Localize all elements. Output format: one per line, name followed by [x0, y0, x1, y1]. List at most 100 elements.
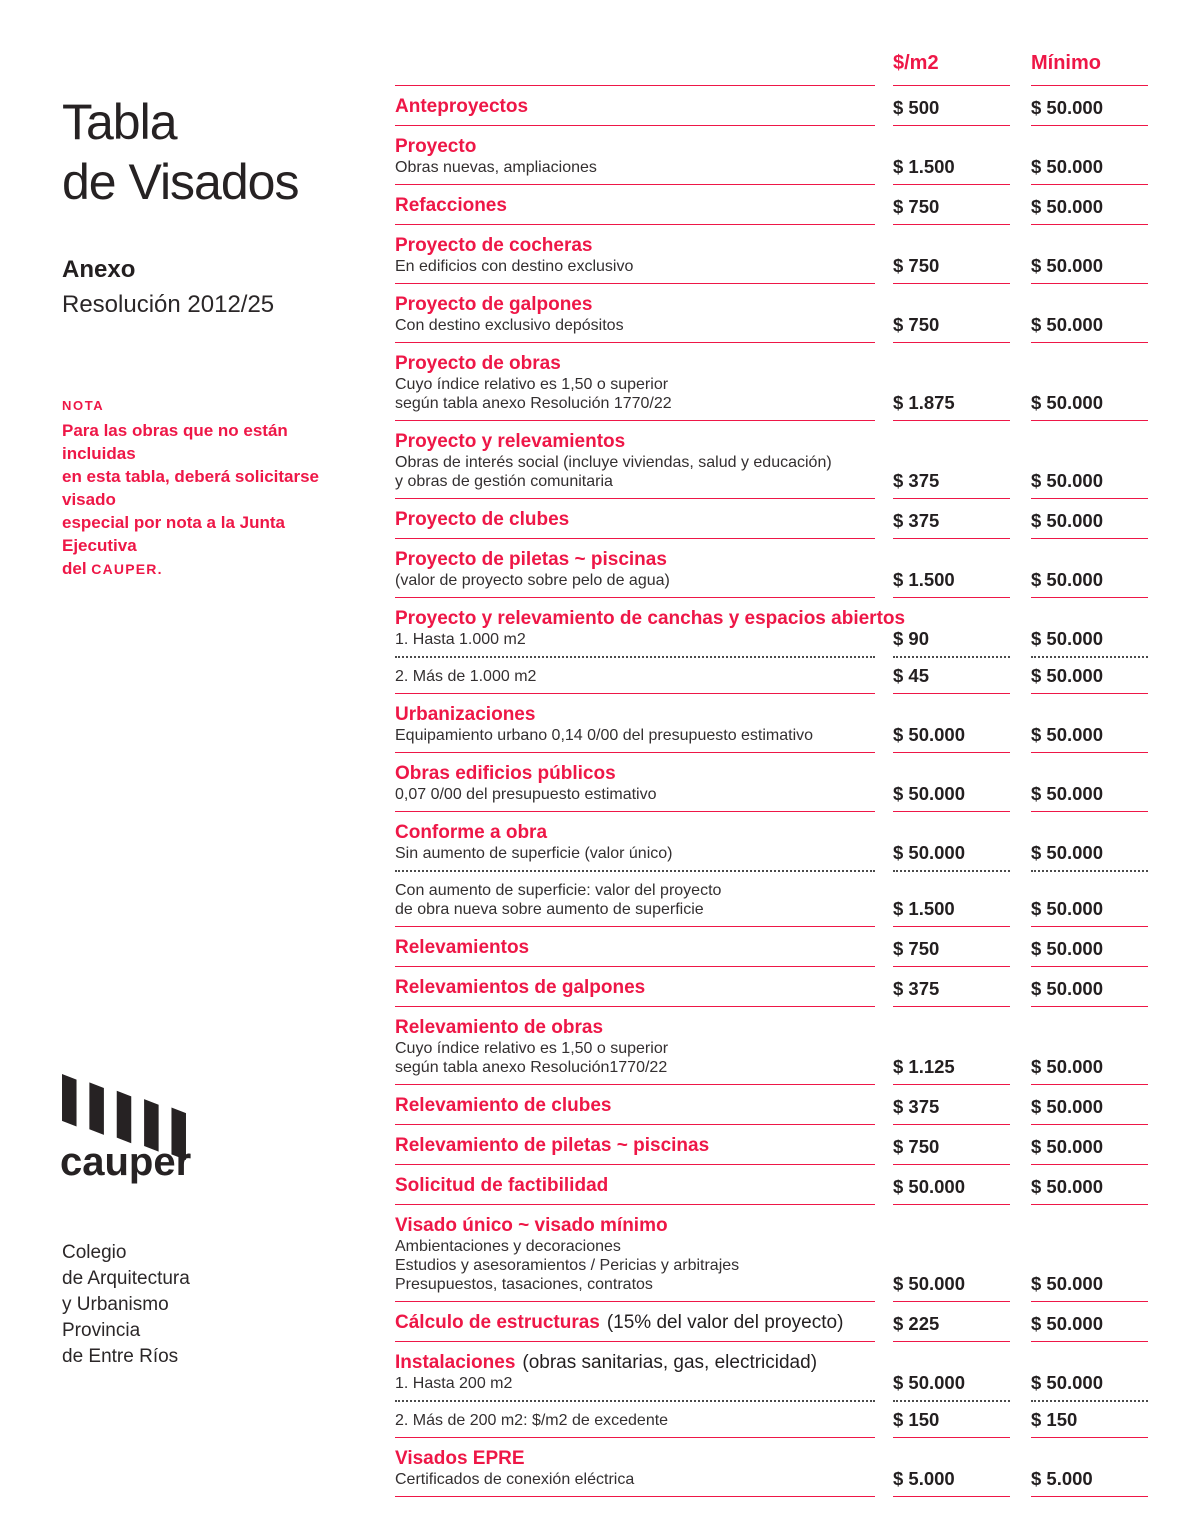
row-description: Cuyo índice relativo es 1,50 o superior — [395, 1040, 669, 1057]
row-heading-text: Instalaciones — [395, 1352, 516, 1373]
row-heading: Proyecto de piletas ~ piscinas — [395, 548, 875, 571]
table-row: Relevamientos $ 750 $ 50.000 — [395, 927, 1148, 967]
row-heading-text: Solicitud de factibilidad — [395, 1175, 609, 1196]
org-name-line: Provincia — [62, 1320, 141, 1341]
row-minimum-value: $ 50.000 — [1031, 842, 1104, 863]
row-descriptions: Con aumento de superficie: valor del pro… — [395, 881, 875, 919]
table-row: Proyecto de piletas ~ piscinas (valor de… — [395, 539, 1148, 598]
table-row: Instalaciones (obras sanitarias, gas, ele… — [395, 1342, 1148, 1402]
cauper-bars-icon — [62, 1074, 186, 1160]
row-rate-value: $ 750 — [893, 1136, 940, 1157]
table-row: Conforme a obra Sin aumento de superfici… — [395, 812, 1148, 872]
row-heading: Visado único ~ visado mínimo — [395, 1214, 875, 1237]
row-rate-value: $ 45 — [893, 665, 930, 686]
row-heading-text: Proyecto y relevamientos — [395, 431, 626, 452]
row-rate-value: $ 375 — [893, 978, 940, 999]
row-minimum-value: $ 50.000 — [1031, 1056, 1104, 1077]
org-name-line: de Arquitectura — [62, 1268, 190, 1289]
row-heading: Relevamientos — [395, 936, 875, 959]
table-row: 2. Más de 200 m2: $/m2 de excedente $ 15… — [395, 1402, 1148, 1438]
table-row: Obras edificios públicos 0,07 0/00 del p… — [395, 753, 1148, 812]
table-row: 2. Más de 1.000 m2 $ 45 $ 50.000 — [395, 658, 1148, 694]
row-rate-value: $ 750 — [893, 255, 940, 276]
row-heading: Relevamiento de clubes — [395, 1094, 875, 1117]
table-header: $/m2 Mínimo — [395, 52, 1148, 86]
table-row: Urbanizaciones Equipamiento urbano 0,14 … — [395, 694, 1148, 753]
row-heading: Relevamientos de galpones — [395, 976, 875, 999]
org-name-line: Colegio — [62, 1242, 127, 1263]
table-row: Proyecto de galpones Con destino exclusi… — [395, 284, 1148, 343]
row-rate-value: $ 375 — [893, 470, 940, 491]
row-minimum-value: $ 50.000 — [1031, 1096, 1104, 1117]
row-minimum-value: $ 50.000 — [1031, 255, 1104, 276]
row-minimum-value: $ 5.000 — [1031, 1468, 1093, 1489]
page-title: Tabla de Visados — [62, 92, 299, 212]
org-name-line: y Urbanismo — [62, 1294, 169, 1315]
row-description: 0,07 0/00 del presupuesto estimativo — [395, 786, 657, 803]
page-title-line2: de Visados — [62, 154, 299, 210]
row-rate-value: $ 1.500 — [893, 156, 955, 177]
row-description: Obras de interés social (incluye viviend… — [395, 454, 832, 471]
row-minimum-value: $ 50.000 — [1031, 724, 1104, 745]
table-row: Proyecto y relevamientos Obras de interé… — [395, 421, 1148, 499]
row-heading-text: Relevamiento de piletas ~ piscinas — [395, 1135, 710, 1156]
row-description: 2. Más de 1.000 m2 — [395, 668, 537, 685]
row-description: 2. Más de 200 m2: $/m2 de excedente — [395, 1412, 669, 1429]
table-row: Visado único ~ visado mínimo Ambientacio… — [395, 1205, 1148, 1302]
row-heading: Cálculo de estructuras (15% del valor del… — [395, 1311, 875, 1334]
row-description: En edificios con destino exclusivo — [395, 258, 634, 275]
table-row: Proyecto de cocheras En edificios con de… — [395, 225, 1148, 284]
row-description: Ambientaciones y decoraciones — [395, 1238, 621, 1255]
table-row: Relevamiento de clubes $ 375 $ 50.000 — [395, 1085, 1148, 1125]
row-description: 1. Hasta 200 m2 — [395, 1375, 513, 1392]
row-descriptions: 1. Hasta 200 m2 — [395, 1374, 875, 1393]
row-rate-value: $ 375 — [893, 510, 940, 531]
row-description: Presupuestos, tasaciones, contratos — [395, 1276, 653, 1293]
row-minimum-value: $ 50.000 — [1031, 196, 1104, 217]
logo-wordmark: cauper — [60, 1140, 192, 1184]
row-heading-suffix: (15% del valor del proyecto) — [606, 1312, 844, 1333]
note-text-line: en esta tabla, deberá solicitarse visado — [62, 467, 320, 509]
annex-label: Anexo — [62, 256, 136, 283]
row-descriptions: Obras nuevas, ampliaciones — [395, 158, 875, 177]
row-minimum-value: $ 50.000 — [1031, 665, 1104, 686]
row-heading-text: Visado único ~ visado mínimo — [395, 1215, 668, 1236]
table-row: Relevamiento de obras Cuyo índice relati… — [395, 1007, 1148, 1085]
table-row: Anteproyectos $ 500 $ 50.000 — [395, 86, 1148, 126]
row-heading: Proyecto de cocheras — [395, 234, 875, 257]
row-minimum-value: $ 50.000 — [1031, 156, 1104, 177]
row-minimum-value: $ 50.000 — [1031, 569, 1104, 590]
table-row: Visados EPRE Certificados de conexión el… — [395, 1438, 1148, 1497]
row-heading: Proyecto y relevamientos — [395, 430, 875, 453]
table-row: Proyecto y relevamiento de canchas y esp… — [395, 598, 1148, 658]
row-heading-text: Relevamiento de obras — [395, 1017, 604, 1038]
row-rate-value: $ 750 — [893, 314, 940, 335]
row-heading-text: Cálculo de estructuras — [395, 1312, 600, 1333]
row-heading: Relevamiento de piletas ~ piscinas — [395, 1134, 875, 1157]
row-heading: Proyecto de clubes — [395, 508, 875, 531]
table-row: Relevamientos de galpones $ 375 $ 50.000 — [395, 967, 1148, 1007]
row-descriptions: Cuyo índice relativo es 1,50 o superior s… — [395, 375, 875, 413]
row-heading-text: Urbanizaciones — [395, 704, 536, 725]
table-rows: Anteproyectos $ 500 $ 50.000 Proyecto Ob… — [395, 86, 1148, 1497]
row-heading-text: Proyecto de cocheras — [395, 235, 593, 256]
cauper-logo — [62, 1074, 186, 1160]
row-heading: Refacciones — [395, 194, 875, 217]
row-heading: Conforme a obra — [395, 821, 875, 844]
row-minimum-value: $ 50.000 — [1031, 1313, 1104, 1334]
row-heading: Relevamiento de obras — [395, 1016, 875, 1039]
row-heading-text: Obras edificios públicos — [395, 763, 616, 784]
row-heading-text: Relevamientos de galpones — [395, 977, 646, 998]
row-descriptions: Ambientaciones y decoraciones Estudios y … — [395, 1237, 875, 1294]
page-title-line1: Tabla — [62, 94, 178, 150]
row-description: Certificados de conexión eléctrica — [395, 1471, 635, 1488]
row-heading-text: Visados EPRE — [395, 1448, 525, 1469]
header-spacer — [395, 52, 875, 86]
note-text-line: especial por nota a la Junta Ejecutiva — [62, 513, 285, 555]
row-heading: Instalaciones (obras sanitarias, gas, ele… — [395, 1351, 875, 1374]
row-rate-value: $ 750 — [893, 938, 940, 959]
row-description: Con destino exclusivo depósitos — [395, 317, 624, 334]
org-name: Colegio de Arquitectura y Urbanismo Prov… — [62, 1240, 190, 1370]
row-heading: Anteproyectos — [395, 95, 875, 118]
table-row: Solicitud de factibilidad $ 50.000 $ 50.… — [395, 1165, 1148, 1205]
